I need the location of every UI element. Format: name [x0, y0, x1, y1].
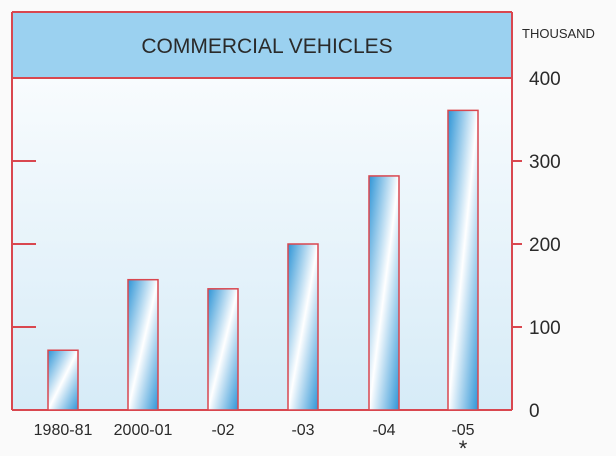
y-tick-label: 100 — [529, 318, 561, 339]
x-tick-label: -02 — [211, 422, 234, 439]
y-axis: 0 100 200 300 400 — [12, 69, 561, 422]
x-tick-label: -04 — [372, 422, 395, 439]
x-axis: 1980-81 2000-01 -02 -03 -04 -05* — [34, 422, 475, 456]
bars — [47, 109, 479, 411]
x-tick-label: -03 — [291, 422, 314, 439]
bar — [447, 109, 479, 411]
chart-title: COMMERCIAL VEHICLES — [141, 35, 392, 58]
y-tick-label: 400 — [529, 69, 561, 90]
bar — [287, 243, 319, 411]
bar — [47, 349, 79, 411]
bar — [207, 288, 239, 411]
y-tick-label: 200 — [529, 235, 561, 256]
x-tick-label: -05 — [451, 422, 474, 439]
bar — [368, 175, 400, 411]
y-tick-label: 300 — [529, 152, 561, 173]
estimate-marker: * — [459, 436, 468, 456]
y-unit-label: THOUSAND — [522, 26, 595, 41]
bar — [127, 278, 159, 411]
x-tick-label: 2000-01 — [114, 422, 173, 439]
y-tick-label: 0 — [529, 401, 540, 422]
x-tick-label: 1980-81 — [34, 422, 93, 439]
title-band — [12, 12, 512, 78]
